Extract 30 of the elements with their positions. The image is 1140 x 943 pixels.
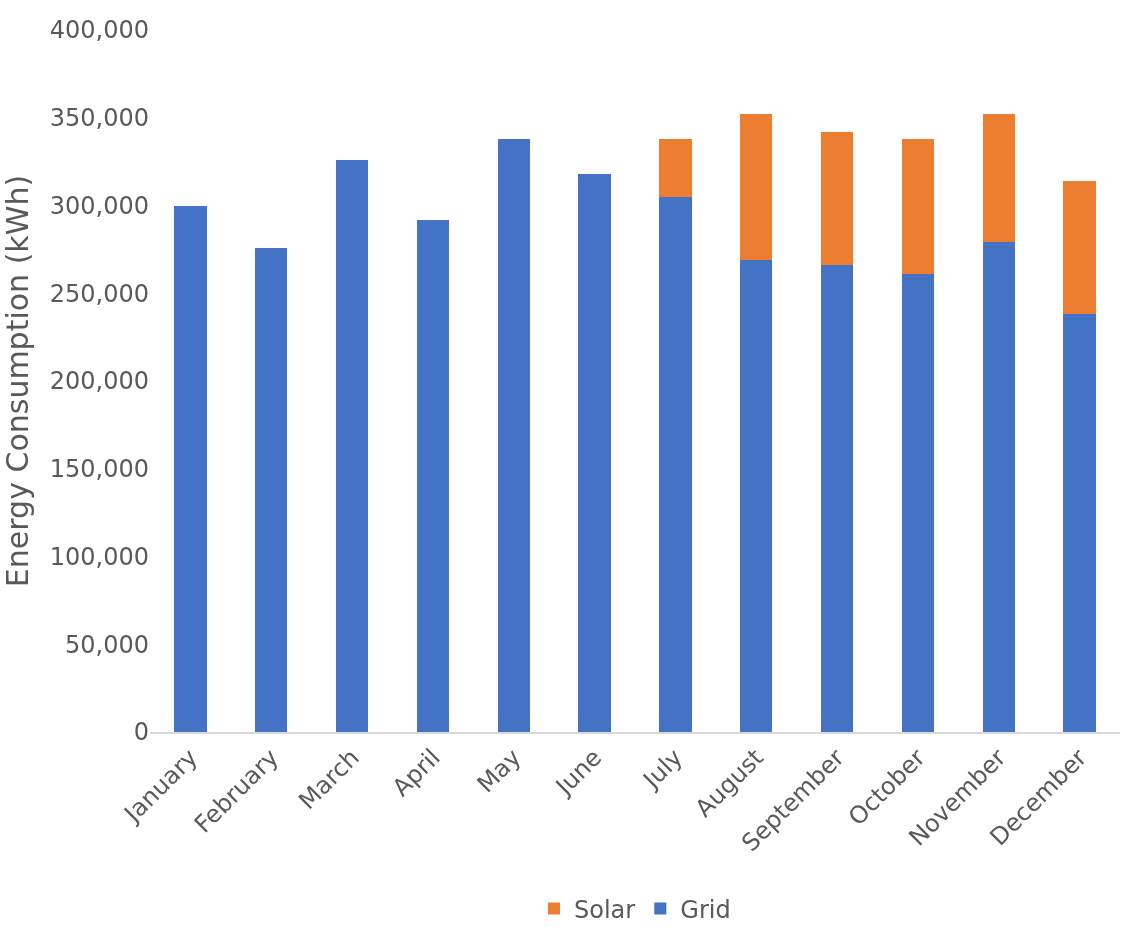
y-tick-label: 50,000 <box>65 630 149 659</box>
bar <box>740 114 773 260</box>
bar <box>335 159 369 732</box>
legend-label: Solar <box>574 895 636 924</box>
y-axis-title: Energy Consumption (kWh) <box>0 174 35 588</box>
bar <box>982 242 1015 732</box>
legend-label: Grid <box>680 895 731 924</box>
bar <box>659 138 692 197</box>
y-tick-label: 100,000 <box>49 542 149 571</box>
bar <box>820 265 854 732</box>
bar <box>901 138 935 274</box>
bar <box>1063 314 1096 732</box>
bar <box>901 273 935 732</box>
bar <box>416 219 450 732</box>
bar <box>1063 180 1096 315</box>
bar <box>255 247 288 732</box>
bar <box>982 114 1015 243</box>
bar <box>578 173 611 732</box>
bar <box>820 131 854 266</box>
y-tick-label: 350,000 <box>49 104 149 133</box>
bar <box>740 259 773 732</box>
bar <box>174 205 207 732</box>
y-tick-label: 300,000 <box>49 191 149 220</box>
y-tick-label: 0 <box>133 718 149 747</box>
y-tick-label: 250,000 <box>49 279 149 308</box>
y-tick-label: 150,000 <box>49 455 149 484</box>
y-tick-label: 200,000 <box>49 367 149 396</box>
bar <box>659 196 692 732</box>
bar <box>497 138 530 732</box>
y-tick-label: 400,000 <box>49 16 149 45</box>
